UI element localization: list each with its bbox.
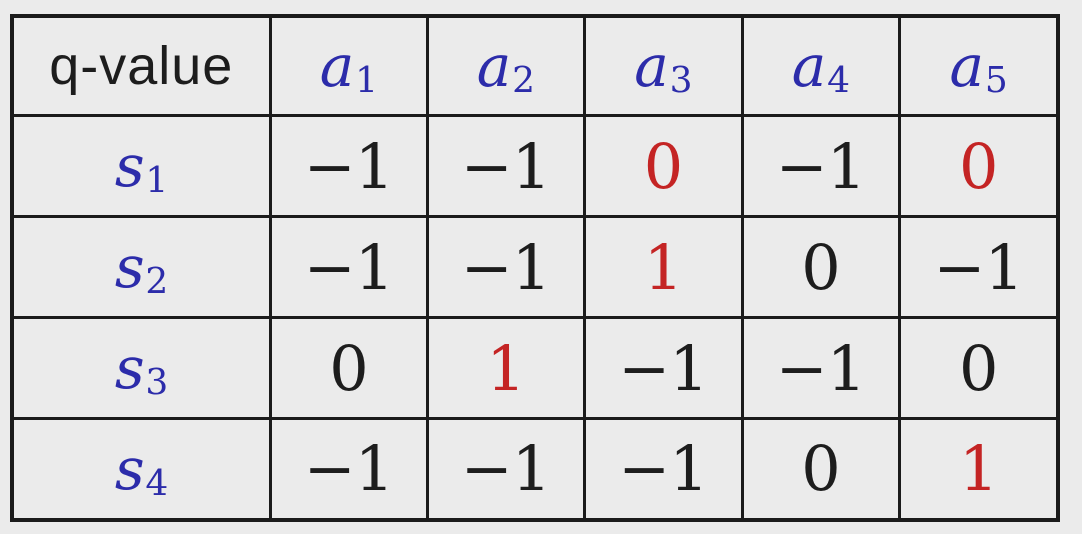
action-label: a5 xyxy=(949,32,1008,102)
q-cell: −1 xyxy=(897,215,1060,319)
q-cell: −1 xyxy=(425,114,586,218)
q-cell: −1 xyxy=(582,316,744,420)
column-header-a3: a3 xyxy=(582,14,744,117)
q-cell: −1 xyxy=(740,114,901,218)
state-label: s2 xyxy=(114,233,169,303)
q-cell: 0 xyxy=(897,316,1060,420)
q-cell: 0 xyxy=(740,215,901,319)
column-header-a2: a2 xyxy=(425,14,586,117)
q-value-table: q-value a1 a2 a3 a4 a5 xyxy=(10,14,1060,522)
action-label: a1 xyxy=(319,32,378,102)
state-label: s1 xyxy=(114,132,169,202)
table-header-row: q-value a1 a2 a3 a4 a5 xyxy=(10,14,1060,117)
action-label: a3 xyxy=(634,32,693,102)
q-cell: 0 xyxy=(268,316,429,420)
q-cell: 0 xyxy=(897,114,1060,218)
q-cell: −1 xyxy=(268,417,429,521)
table-title: q-value xyxy=(49,36,234,96)
column-header-a4: a4 xyxy=(740,14,901,117)
action-label: a2 xyxy=(476,32,535,102)
row-header-s1: s1 xyxy=(10,114,272,218)
q-cell: −1 xyxy=(582,417,744,521)
q-cell: −1 xyxy=(268,114,429,218)
q-cell: 1 xyxy=(897,417,1060,521)
q-cell: 0 xyxy=(582,114,744,218)
q-cell: 0 xyxy=(740,417,901,521)
table-title-cell: q-value xyxy=(10,14,272,117)
q-cell: −1 xyxy=(425,215,586,319)
table-row-s4: s4 −1 −1 −1 0 1 xyxy=(10,417,1060,521)
table-row-s1: s1 −1 −1 0 −1 0 xyxy=(10,114,1060,218)
table-row-s2: s2 −1 −1 1 0 −1 xyxy=(10,215,1060,319)
q-cell: 1 xyxy=(425,316,586,420)
table-row-s3: s3 0 1 −1 −1 0 xyxy=(10,316,1060,420)
action-label: a4 xyxy=(791,32,850,102)
q-cell: −1 xyxy=(740,316,901,420)
state-label: s4 xyxy=(114,434,169,505)
row-header-s3: s3 xyxy=(10,316,272,420)
column-header-a5: a5 xyxy=(897,14,1060,117)
q-cell: −1 xyxy=(425,417,586,521)
q-cell: −1 xyxy=(268,215,429,319)
q-cell: 1 xyxy=(582,215,744,319)
row-header-s2: s2 xyxy=(10,215,272,319)
column-header-a1: a1 xyxy=(268,14,429,117)
row-header-s4: s4 xyxy=(10,417,272,521)
state-label: s3 xyxy=(114,334,169,404)
